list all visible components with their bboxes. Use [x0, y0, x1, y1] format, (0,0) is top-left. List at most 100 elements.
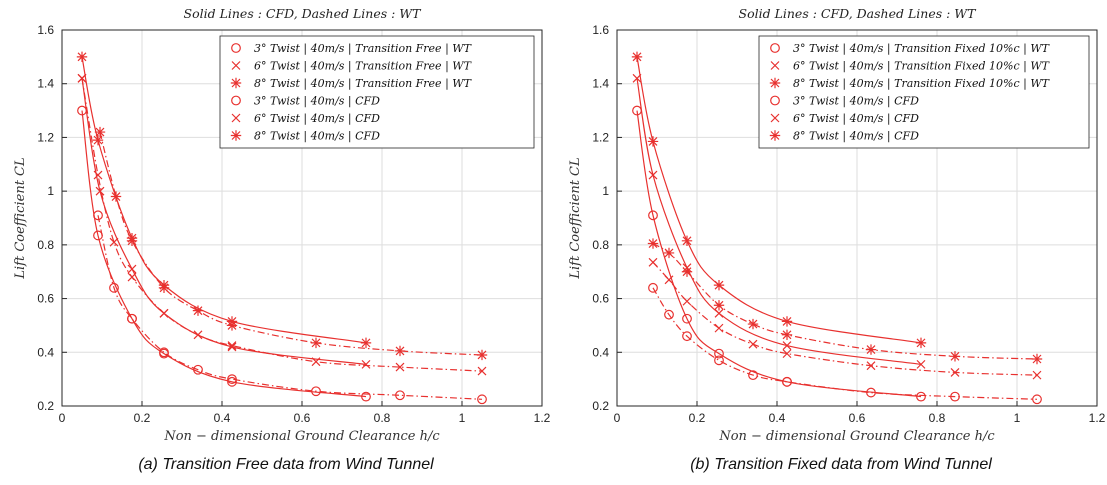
chart-b-series-5-point: [681, 235, 693, 247]
chart-a-series-5-point: [226, 316, 238, 327]
chart-a-series-5-point: [360, 337, 372, 349]
chart-b-series-1-point: [950, 368, 960, 377]
chart-a-xtick-label: 0: [59, 411, 66, 425]
chart-a-series-3-point: [361, 391, 371, 402]
chart-a-series-5-point: [158, 279, 170, 291]
chart-a-series-3-line: [81, 110, 367, 398]
chart-b-axes-box: [616, 29, 1098, 407]
chart-a-legend-marker-5: [230, 130, 242, 141]
chart-b-series-0-point: [950, 391, 960, 402]
chart-a-xtick-label: 0.8: [374, 411, 391, 425]
caption-a: (a) Transition Free data from Wind Tunne…: [138, 456, 434, 473]
chart-a-ytick-label: 0.6: [37, 292, 54, 306]
chart-a-series-2-point: [394, 345, 406, 357]
chart-panel-b: 0 0.2 0.4 0.6 0.8 1 1.2 0.2 0.4 0.6 0.8 1 1.2 1.4 1.6 S…: [568, 6, 1106, 444]
chart-a-series-1-point: [477, 366, 487, 376]
chart-a-series-2-point: [476, 349, 488, 361]
chart-b-series-5-point: [915, 337, 927, 349]
chart-a-series-0-line: [97, 215, 483, 400]
chart-b-series-0-line: [652, 287, 1038, 400]
chart-a-legend-label-2: 8° Twist | 40m/s | Transition Free | WT: [254, 77, 473, 91]
chart-a-xtick-label: 0.2: [134, 411, 151, 425]
chart-a-legend-label-4: 6° Twist | 40m/s | CFD: [254, 112, 380, 126]
chart-a-series-0-point: [395, 390, 405, 401]
chart-b-ytick-label: 1.4: [592, 77, 609, 91]
chart-b-series-5-point: [781, 316, 793, 327]
chart-a-legend-marker-2: [230, 77, 242, 89]
chart-a-legend-label-0: 3° Twist | 40m/s | Transition Free | WT: [254, 42, 473, 56]
chart-b-series-3-line: [636, 110, 922, 398]
chart-b-series-1-point: [682, 296, 692, 306]
chart-a-legend-label-5: 8° Twist | 40m/s | CFD: [254, 130, 380, 144]
chart-a-ylabel: Lift Coefficient CL: [13, 157, 28, 279]
chart-a-series-5-point: [92, 134, 104, 146]
chart-a-series-3-point: [127, 313, 137, 324]
chart-a-series-5: [76, 51, 372, 349]
chart-panel-a: 0 0.2 0.4 0.6 0.8 1 1.2 0.2 0.4 0.6 0.8 1 1.2 1.4 1.6 S…: [13, 6, 551, 444]
chart-a-legend-marker-4: [231, 113, 241, 123]
chart-b-series-2-point: [647, 238, 659, 249]
chart-a-ytick-label: 1: [47, 184, 54, 198]
chart-b-legend: 3° Twist | 40m/s | Transition Fixed 10%c…: [758, 35, 1090, 149]
chart-a-series-4-point: [227, 342, 237, 352]
chart-a-series-5-line: [81, 56, 367, 344]
chart-a-axes-box: [61, 29, 543, 407]
chart-b-ytick-label: 1.2: [592, 130, 609, 144]
chart-a-series-group: [76, 51, 488, 405]
chart-b-series-1-point: [648, 257, 658, 267]
chart-a-series-5-point: [126, 232, 138, 244]
chart-b-series-3: [632, 105, 926, 402]
chart-b-series-5-point: [647, 136, 659, 147]
chart-a-series-1-point: [395, 362, 405, 372]
chart-b-series-1-point: [664, 275, 674, 285]
chart-b-series-2-point: [781, 329, 793, 341]
chart-b-xtick-label: 0.4: [769, 411, 786, 425]
chart-b-series-4-point: [682, 263, 692, 273]
chart-b-series-1-point: [714, 323, 724, 333]
chart-b-series-1-point: [866, 361, 876, 371]
chart-a-ytick-label: 0.8: [37, 238, 54, 252]
chart-b-legend-marker-1: [770, 61, 780, 70]
chart-a-series-4-point: [95, 186, 105, 196]
caption-b: (b) Transition Fixed data from Wind Tunn…: [690, 456, 992, 473]
chart-a-series-2-point: [94, 126, 106, 138]
chart-b-legend-marker-0: [770, 43, 780, 53]
chart-b-series-group: [631, 51, 1043, 405]
chart-b-series-3-point: [916, 391, 926, 402]
chart-b-series-0-point: [714, 355, 724, 366]
chart-b-series-5-line: [636, 56, 922, 344]
chart-b-series-2: [647, 238, 1043, 365]
chart-b-series-2-point: [681, 266, 693, 277]
chart-a-xtick-label: 1: [459, 411, 466, 425]
chart-b-xtick-label: 1: [1014, 411, 1021, 425]
chart-a-series-2-line: [99, 131, 483, 356]
chart-b-xtick-label: 0: [614, 411, 621, 425]
chart-b-legend-label-1: 6° Twist | 40m/s | Transition Fixed 10%c…: [793, 60, 1051, 74]
chart-a-title: Solid Lines : CFD, Dashed Lines : WT: [184, 6, 423, 21]
chart-b-series-2-point: [713, 300, 725, 311]
chart-a-series-2-point: [192, 305, 204, 316]
chart-b-series-4-line: [636, 78, 922, 365]
chart-a-legend-label-3: 3° Twist | 40m/s | CFD: [254, 95, 380, 109]
chart-b-series-4: [632, 73, 926, 369]
chart-a-ytick-label: 1.4: [37, 77, 54, 91]
chart-b-legend-box: [758, 35, 1090, 149]
chart-b-series-5-point: [631, 51, 643, 63]
chart-a-ytick-label: 1.6: [37, 23, 54, 37]
chart-b-ylabel: Lift Coefficient CL: [568, 157, 583, 279]
chart-b-legend-label-0: 3° Twist | 40m/s | Transition Fixed 10%c…: [793, 42, 1051, 56]
chart-b-series-5-point: [713, 279, 725, 291]
chart-a-series-3-point: [93, 230, 103, 241]
chart-b-ytick-label: 1.6: [592, 23, 609, 37]
chart-b-series-2-point: [949, 351, 961, 362]
chart-a-legend: 3° Twist | 40m/s | Transition Free | WT 6…: [219, 35, 535, 149]
chart-b-series-3-point: [648, 210, 658, 221]
chart-b-series-3-point: [782, 376, 792, 387]
chart-a-xtick-label: 1.2: [534, 411, 551, 425]
chart-b-title: Solid Lines : CFD, Dashed Lines : WT: [739, 6, 978, 21]
chart-b-series-4-point: [714, 308, 724, 318]
chart-b-series-5: [631, 51, 927, 349]
chart-a-series-3-point: [159, 348, 169, 359]
chart-b-series-0-point: [682, 331, 692, 342]
chart-b-series-2-line: [652, 242, 1038, 360]
